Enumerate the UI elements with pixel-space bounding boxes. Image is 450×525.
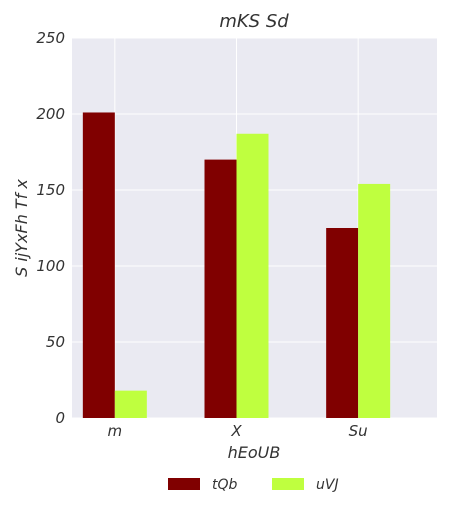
x-tick-label: X: [230, 422, 242, 440]
y-tick-label: 150: [36, 181, 65, 199]
legend-swatch: [168, 478, 200, 490]
y-tick-labels: 0 50 100 150 200 250: [36, 29, 65, 427]
bar: [326, 228, 359, 418]
y-tick-label: 200: [36, 105, 65, 123]
y-tick-label: 0: [55, 409, 65, 427]
legend-label: tQb: [212, 477, 238, 493]
bar: [114, 390, 147, 418]
bars: [82, 112, 391, 418]
x-tick-labels: m X Su: [108, 422, 368, 440]
y-tick-label: 100: [36, 257, 65, 275]
bar: [236, 133, 269, 418]
chart-title: mKS Sd: [219, 11, 289, 32]
legend: tQb uVJ: [168, 477, 339, 493]
y-axis-label: S ijYxFh Tf x: [12, 179, 31, 277]
x-tick-label: m: [108, 422, 123, 440]
y-tick-label: 250: [36, 29, 65, 47]
bar: [82, 112, 115, 418]
legend-swatch: [272, 478, 304, 490]
x-tick-label: Su: [349, 422, 368, 440]
y-tick-label: 50: [46, 333, 65, 351]
legend-label: uVJ: [316, 477, 339, 493]
x-axis-label: hEoUB: [228, 443, 281, 462]
bar: [358, 183, 391, 418]
bar: [204, 159, 237, 418]
